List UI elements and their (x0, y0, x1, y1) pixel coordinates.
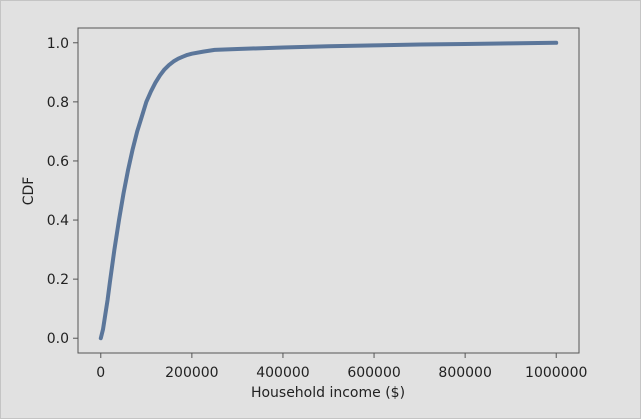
x-tick-label: 0 (96, 365, 105, 381)
axes-frame (77, 27, 580, 354)
y-axis-ticks: 0.0 0.2 0.4 0.6 0.8 1.0 (47, 36, 78, 347)
y-tick-label: 0.8 (47, 95, 69, 111)
y-tick-label: 0.6 (47, 154, 69, 170)
x-axis-label: Household income ($) (251, 385, 405, 401)
y-tick-label: 0.0 (47, 331, 69, 347)
x-tick-label: 1000000 (525, 365, 587, 381)
series-layer (98, 40, 559, 341)
x-tick-label: 200000 (165, 365, 218, 381)
y-tick-label: 1.0 (47, 36, 69, 52)
y-axis-label: CDF (21, 177, 37, 206)
x-tick-label: 400000 (256, 365, 309, 381)
x-axis-ticks: 0 200000 400000 600000 800000 1000000 (96, 353, 587, 381)
cdf-line (98, 40, 559, 341)
x-tick-label: 600000 (347, 365, 400, 381)
x-tick-label: 800000 (438, 365, 491, 381)
y-tick-label: 0.4 (47, 213, 69, 229)
y-tick-label: 0.2 (47, 272, 69, 288)
